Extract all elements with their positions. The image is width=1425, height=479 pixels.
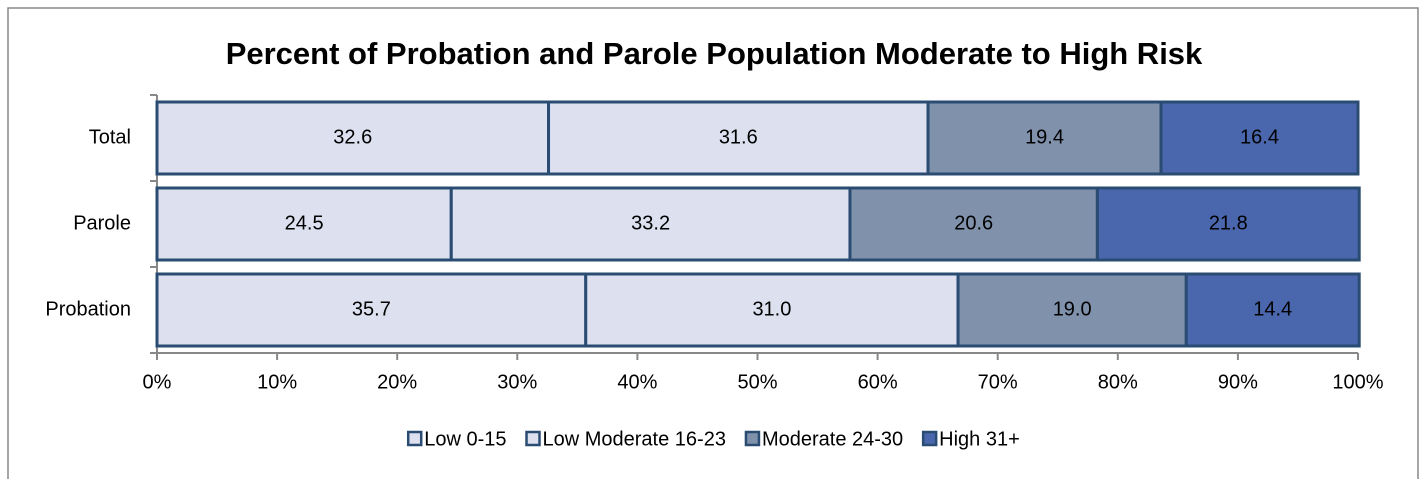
data-label: 33.2 [631, 212, 670, 234]
chart-title: Percent of Probation and Parole Populati… [226, 36, 1203, 71]
bar-segment [584, 272, 960, 348]
x-tick-label: 40% [617, 371, 657, 393]
legend-label: High 31+ [939, 428, 1020, 450]
chart-frame [7, 7, 1419, 479]
x-tick-label: 30% [497, 371, 537, 393]
data-label: 35.7 [352, 298, 391, 320]
x-tick-label: 0% [143, 371, 172, 393]
x-tick-label: 100% [1332, 371, 1383, 393]
legend-label: Low Moderate 16-23 [543, 428, 726, 450]
data-label: 19.0 [1053, 298, 1092, 320]
legend-label: Moderate 24-30 [762, 428, 903, 450]
data-label: 19.4 [1025, 126, 1064, 148]
data-label: 20.6 [954, 212, 993, 234]
data-label: 32.6 [333, 126, 372, 148]
x-tick-label: 20% [377, 371, 417, 393]
data-label: 31.0 [752, 298, 791, 320]
x-tick-label: 50% [737, 371, 777, 393]
legend-marker [744, 430, 761, 447]
data-label: 31.6 [719, 126, 758, 148]
data-label: 16.4 [1240, 126, 1279, 148]
x-tick-label: 10% [257, 371, 297, 393]
data-label: 24.5 [285, 212, 324, 234]
y-tick-label: Parole [73, 212, 131, 234]
bar-segment [1184, 272, 1361, 348]
bar-segment [1159, 100, 1360, 176]
data-label: 14.4 [1253, 298, 1292, 320]
bar-segment [547, 100, 930, 176]
y-tick-label: Probation [45, 298, 131, 320]
y-tick-label: Total [89, 126, 131, 148]
data-label: 21.8 [1209, 212, 1248, 234]
legend-label: Low 0-15 [424, 428, 506, 450]
legend-marker [406, 430, 423, 447]
x-tick-label: 80% [1098, 371, 1138, 393]
bar-segment [449, 186, 852, 262]
legend-marker [921, 430, 938, 447]
x-tick-label: 90% [1218, 371, 1258, 393]
legend-marker [525, 430, 541, 447]
bar-segment [1095, 186, 1361, 262]
x-tick-label: 70% [978, 371, 1018, 393]
x-tick-label: 60% [858, 371, 898, 393]
